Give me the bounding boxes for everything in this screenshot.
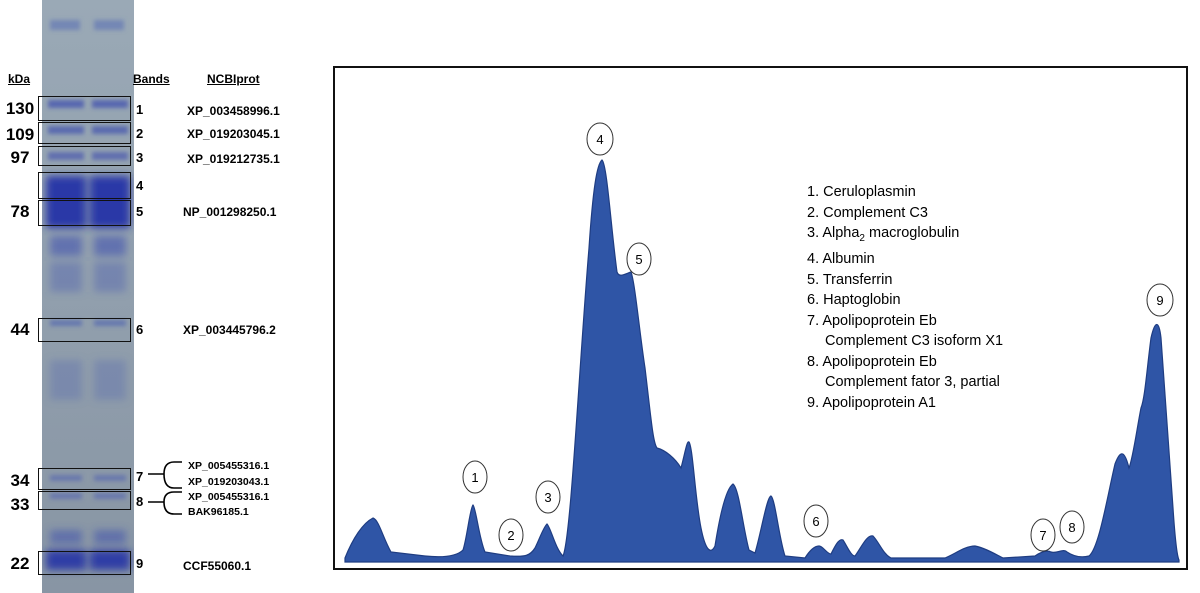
band-number: 9 xyxy=(136,556,144,571)
brace-band-8 xyxy=(148,491,182,515)
kda-header: kDa xyxy=(8,72,31,86)
band-number: 5 xyxy=(136,204,144,219)
accession-band-7a: XP_005455316.1 xyxy=(188,460,270,472)
legend-item-8: 8. Apolipoprotein Eb xyxy=(807,353,937,370)
peak-label-5: 5 xyxy=(626,242,652,276)
legend-item-6: 6. Haptoglobin xyxy=(807,292,901,309)
band-box-1 xyxy=(38,96,131,121)
bands-header: Bands xyxy=(133,72,170,86)
densitogram-plot: 1 2 3 4 5 6 7 8 xyxy=(344,122,1180,563)
band-box-5 xyxy=(38,200,131,226)
accession-band-2: XP_019203045.1 xyxy=(187,127,280,141)
band-box-6 xyxy=(38,318,131,342)
legend-item-4: 4. Albumin xyxy=(807,251,875,268)
svg-text:2: 2 xyxy=(507,528,514,543)
legend-item-7-cont: Complement C3 isoform X1 xyxy=(825,333,1004,350)
accession-band-7b: XP_019203043.1 xyxy=(188,476,270,488)
band-number: 8 xyxy=(136,494,144,509)
band-number: 3 xyxy=(136,150,144,165)
kda-marker: 44 xyxy=(10,320,30,339)
peak-label-8: 8 xyxy=(1059,510,1085,544)
legend-item-9: 9. Apolipoprotein A1 xyxy=(807,394,936,411)
band-box-4 xyxy=(38,172,131,199)
peak-legend: 1. Ceruloplasmin 2. Complement C3 3. Alp… xyxy=(807,182,1003,413)
svg-text:1: 1 xyxy=(471,470,478,485)
peak-label-3: 3 xyxy=(535,480,561,514)
legend-item-1: 1. Ceruloplasmin xyxy=(807,184,916,200)
legend-item-2: 2. Complement C3 xyxy=(807,204,928,221)
kda-marker: 33 xyxy=(10,495,30,514)
svg-text:4: 4 xyxy=(596,132,603,147)
kda-marker: 97 xyxy=(10,148,30,167)
densitogram-frame: 1 2 3 4 5 6 7 8 xyxy=(333,66,1188,570)
legend-item-5: 5. Transferrin xyxy=(807,271,893,288)
band-number: 1 xyxy=(136,102,144,117)
legend-item-3: 3. Alpha2 macroglobulin xyxy=(807,225,960,244)
svg-text:6: 6 xyxy=(812,514,819,529)
peak-label-7: 7 xyxy=(1030,518,1056,552)
kda-marker: 22 xyxy=(10,554,30,573)
accession-band-9: CCF55060.1 xyxy=(183,559,252,573)
peak-label-1: 1 xyxy=(462,460,488,494)
accession-band-3: XP_019212735.1 xyxy=(187,152,280,166)
accession-band-5: NP_001298250.1 xyxy=(183,205,277,219)
band-box-3 xyxy=(38,146,131,166)
svg-text:8: 8 xyxy=(1068,520,1075,535)
band-number: 4 xyxy=(136,178,144,193)
svg-text:5: 5 xyxy=(635,252,642,267)
peak-label-6: 6 xyxy=(803,504,829,538)
band-number: 6 xyxy=(136,322,144,337)
peak-label-4: 4 xyxy=(586,122,614,156)
kda-marker: 78 xyxy=(10,202,30,221)
kda-marker: 130 xyxy=(5,99,35,118)
band-box-7 xyxy=(38,468,131,490)
legend-item-7: 7. Apolipoprotein Eb xyxy=(807,312,937,329)
brace-band-7 xyxy=(148,461,182,489)
band-box-8 xyxy=(38,491,131,510)
density-profile-area xyxy=(344,159,1180,563)
svg-text:3: 3 xyxy=(544,490,551,505)
svg-text:9: 9 xyxy=(1156,293,1163,308)
accession-band-8b: BAK96185.1 xyxy=(188,506,249,518)
ncbi-header: NCBIprot xyxy=(207,72,260,86)
accession-band-1: XP_003458996.1 xyxy=(187,104,280,118)
band-number: 2 xyxy=(136,126,144,141)
svg-text:7: 7 xyxy=(1039,528,1046,543)
peak-label-2: 2 xyxy=(498,518,524,552)
band-box-2 xyxy=(38,122,131,144)
legend-item-8-cont: Complement fator 3, partial xyxy=(825,374,1000,391)
peak-label-9: 9 xyxy=(1146,283,1174,317)
kda-marker: 34 xyxy=(10,471,30,490)
accession-band-8a: XP_005455316.1 xyxy=(188,491,270,503)
band-box-9 xyxy=(38,551,131,575)
accession-band-6: XP_003445796.2 xyxy=(183,323,276,337)
band-number: 7 xyxy=(136,469,144,484)
gel-lane-image xyxy=(42,0,134,593)
kda-marker: 109 xyxy=(5,125,35,144)
